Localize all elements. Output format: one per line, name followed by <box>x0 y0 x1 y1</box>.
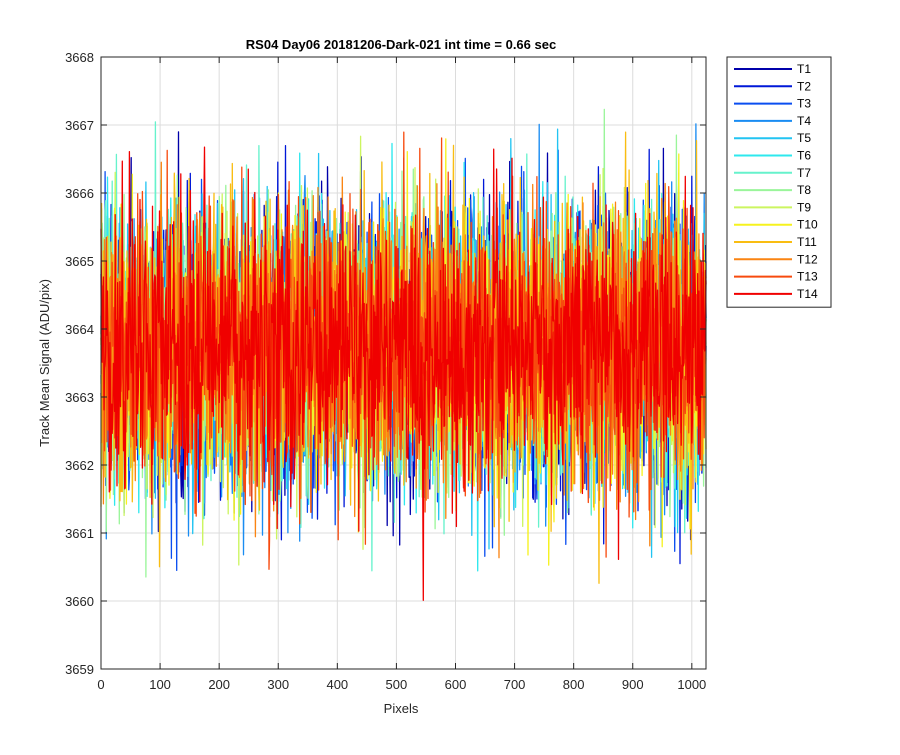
x-tick-label: 0 <box>97 677 104 692</box>
legend-label-t9: T9 <box>797 200 811 214</box>
x-tick-label: 800 <box>563 677 585 692</box>
y-tick-label: 3659 <box>65 662 94 677</box>
series-line-t14 <box>100 146 707 601</box>
legend-label-t12: T12 <box>797 252 818 266</box>
x-tick-label: 600 <box>445 677 467 692</box>
legend-label-t13: T13 <box>797 270 818 284</box>
y-tick-label: 3660 <box>65 594 94 609</box>
axes-box <box>100 56 707 670</box>
y-tick-label: 3663 <box>65 390 94 405</box>
y-tick-label: 3664 <box>65 322 94 337</box>
x-tick-label: 400 <box>326 677 348 692</box>
legend-label-t3: T3 <box>797 97 811 111</box>
y-tick-label: 3666 <box>65 186 94 201</box>
legend-label-t1: T1 <box>797 62 811 76</box>
x-axis-label: Pixels <box>384 701 419 716</box>
legend-label-t6: T6 <box>797 149 811 163</box>
y-tick-label: 3661 <box>65 526 94 541</box>
x-tick-label: 500 <box>386 677 408 692</box>
legend-label-t5: T5 <box>797 131 811 145</box>
legend-label-t8: T8 <box>797 183 811 197</box>
y-tick-label: 3667 <box>65 118 94 133</box>
legend-label-t14: T14 <box>797 287 818 301</box>
y-tick-label: 3662 <box>65 458 94 473</box>
x-tick-label: 1000 <box>677 677 706 692</box>
tick-labels: 0 100 200 300 400 500 600 700 800 900 1000 3659 3660… <box>65 50 706 692</box>
x-tick-label: 200 <box>208 677 230 692</box>
y-tick-label: 3665 <box>65 254 94 269</box>
legend-box <box>726 56 832 308</box>
y-axis-label: Track Mean Signal (ADU/pix) <box>37 279 52 447</box>
x-tick-label: 100 <box>149 677 171 692</box>
axes <box>100 56 707 670</box>
x-tick-label: 700 <box>504 677 526 692</box>
legend-label-t11: T11 <box>797 235 817 249</box>
x-tick-label: 900 <box>622 677 644 692</box>
legend-label-t7: T7 <box>797 166 811 180</box>
x-tick-label: 300 <box>267 677 289 692</box>
legend-label-t4: T4 <box>797 114 811 128</box>
legend-label-t2: T2 <box>797 79 811 93</box>
series-lines <box>100 108 707 601</box>
chart-title: RS04 Day06 20181206-Dark-021 int time = … <box>246 37 556 52</box>
y-tick-label: 3668 <box>65 50 94 65</box>
legend: T1 T2 T3 T4 T5 T6 T7 T8 T9 T10 T11 T12 T13 T14 <box>726 56 832 308</box>
legend-label-t10: T10 <box>797 218 818 232</box>
